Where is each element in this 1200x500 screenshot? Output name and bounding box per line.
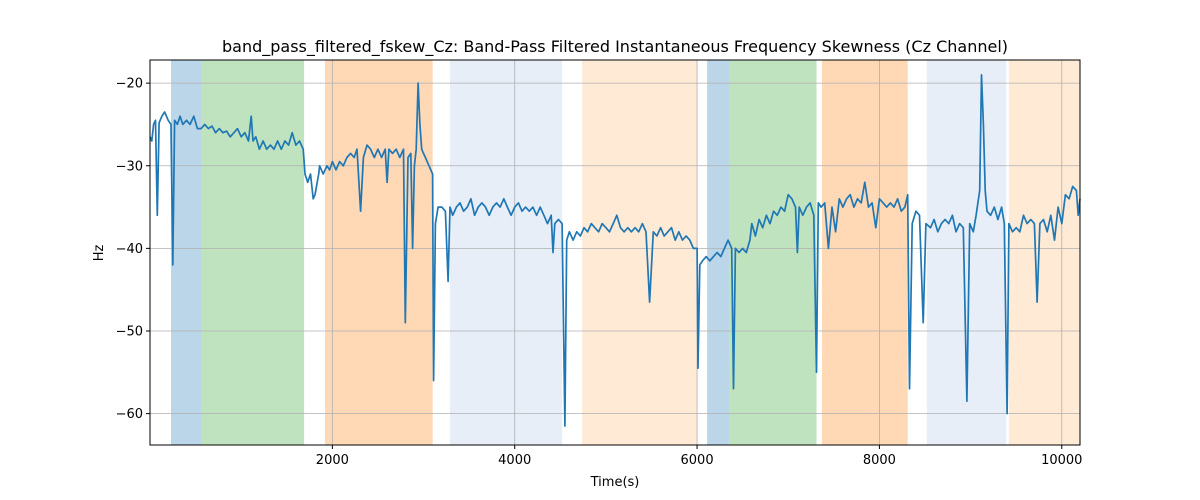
series-line-1 <box>149 74 1081 427</box>
shaded-band-3 <box>325 60 433 445</box>
y-axis-label: Hz <box>92 245 107 262</box>
shaded-band-7 <box>728 60 817 445</box>
shaded-band-8 <box>821 60 908 445</box>
y-tick-label: −50 <box>116 324 143 339</box>
chart-title: band_pass_filtered_fskew_Cz: Band-Pass F… <box>222 37 1008 57</box>
y-tick-label: −30 <box>116 159 143 174</box>
y-tick-label: −60 <box>116 407 143 422</box>
x-tick-label: 8000 <box>863 453 896 468</box>
shaded-band-5 <box>582 60 698 445</box>
series-group <box>149 74 1081 427</box>
x-tick-label: 6000 <box>681 453 714 468</box>
shaded-band-10 <box>1008 60 1080 445</box>
x-axis-label: Time(s) <box>590 475 640 490</box>
y-axis-ticks: −20 −30 −40 −50 −60 <box>116 77 150 422</box>
x-tick-label: 10000 <box>1041 453 1082 468</box>
shaded-band-4 <box>449 60 563 445</box>
y-tick-label: −20 <box>116 77 143 92</box>
x-axis-ticks: 2000 4000 6000 8000 10000 <box>316 445 1082 468</box>
plot-frame <box>149 59 1081 446</box>
x-tick-label: 2000 <box>316 453 349 468</box>
y-tick-label: −40 <box>116 242 143 257</box>
shaded-band-2 <box>201 60 305 445</box>
x-tick-label: 4000 <box>498 453 531 468</box>
shaded-band-1 <box>170 60 202 445</box>
